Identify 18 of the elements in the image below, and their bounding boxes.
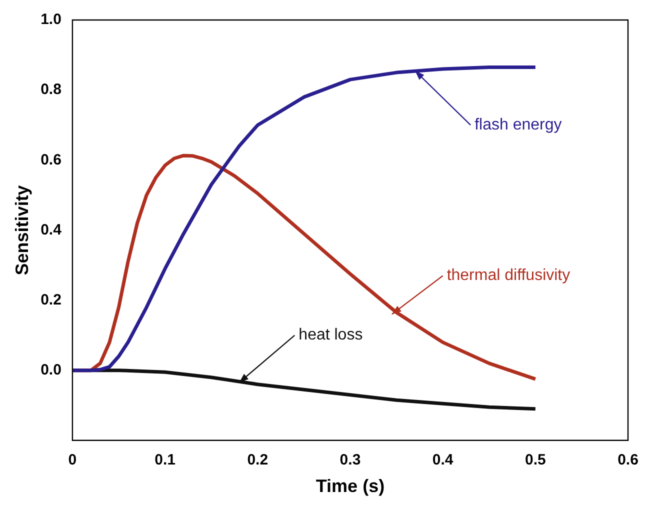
y-tick-label: 0.2 [40, 291, 62, 308]
x-tick-label: 0.2 [247, 452, 268, 469]
y-tick-label: 0.4 [40, 221, 62, 238]
text: heat loss [298, 326, 363, 344]
x-tick-label: 0.6 [618, 452, 638, 469]
x-tick-label: 0.3 [340, 452, 361, 469]
x-axis-title: Time (s) [316, 476, 385, 496]
x-tick-label: 0.1 [154, 452, 176, 469]
y-tick-label: 0.6 [40, 151, 62, 168]
x-tick-label: 0 [68, 452, 77, 469]
y-tick-label: 1.0 [40, 11, 62, 28]
x-tick-label: 0.4 [432, 452, 454, 469]
y-axis-title: Sensitivity [12, 185, 32, 276]
y-tick-label: 0.0 [40, 361, 62, 378]
y-tick-label: 0.8 [40, 81, 62, 98]
text: flash energy [474, 116, 562, 134]
x-tick-label: 0.5 [524, 452, 546, 469]
text: thermal diffusivity [446, 267, 570, 284]
